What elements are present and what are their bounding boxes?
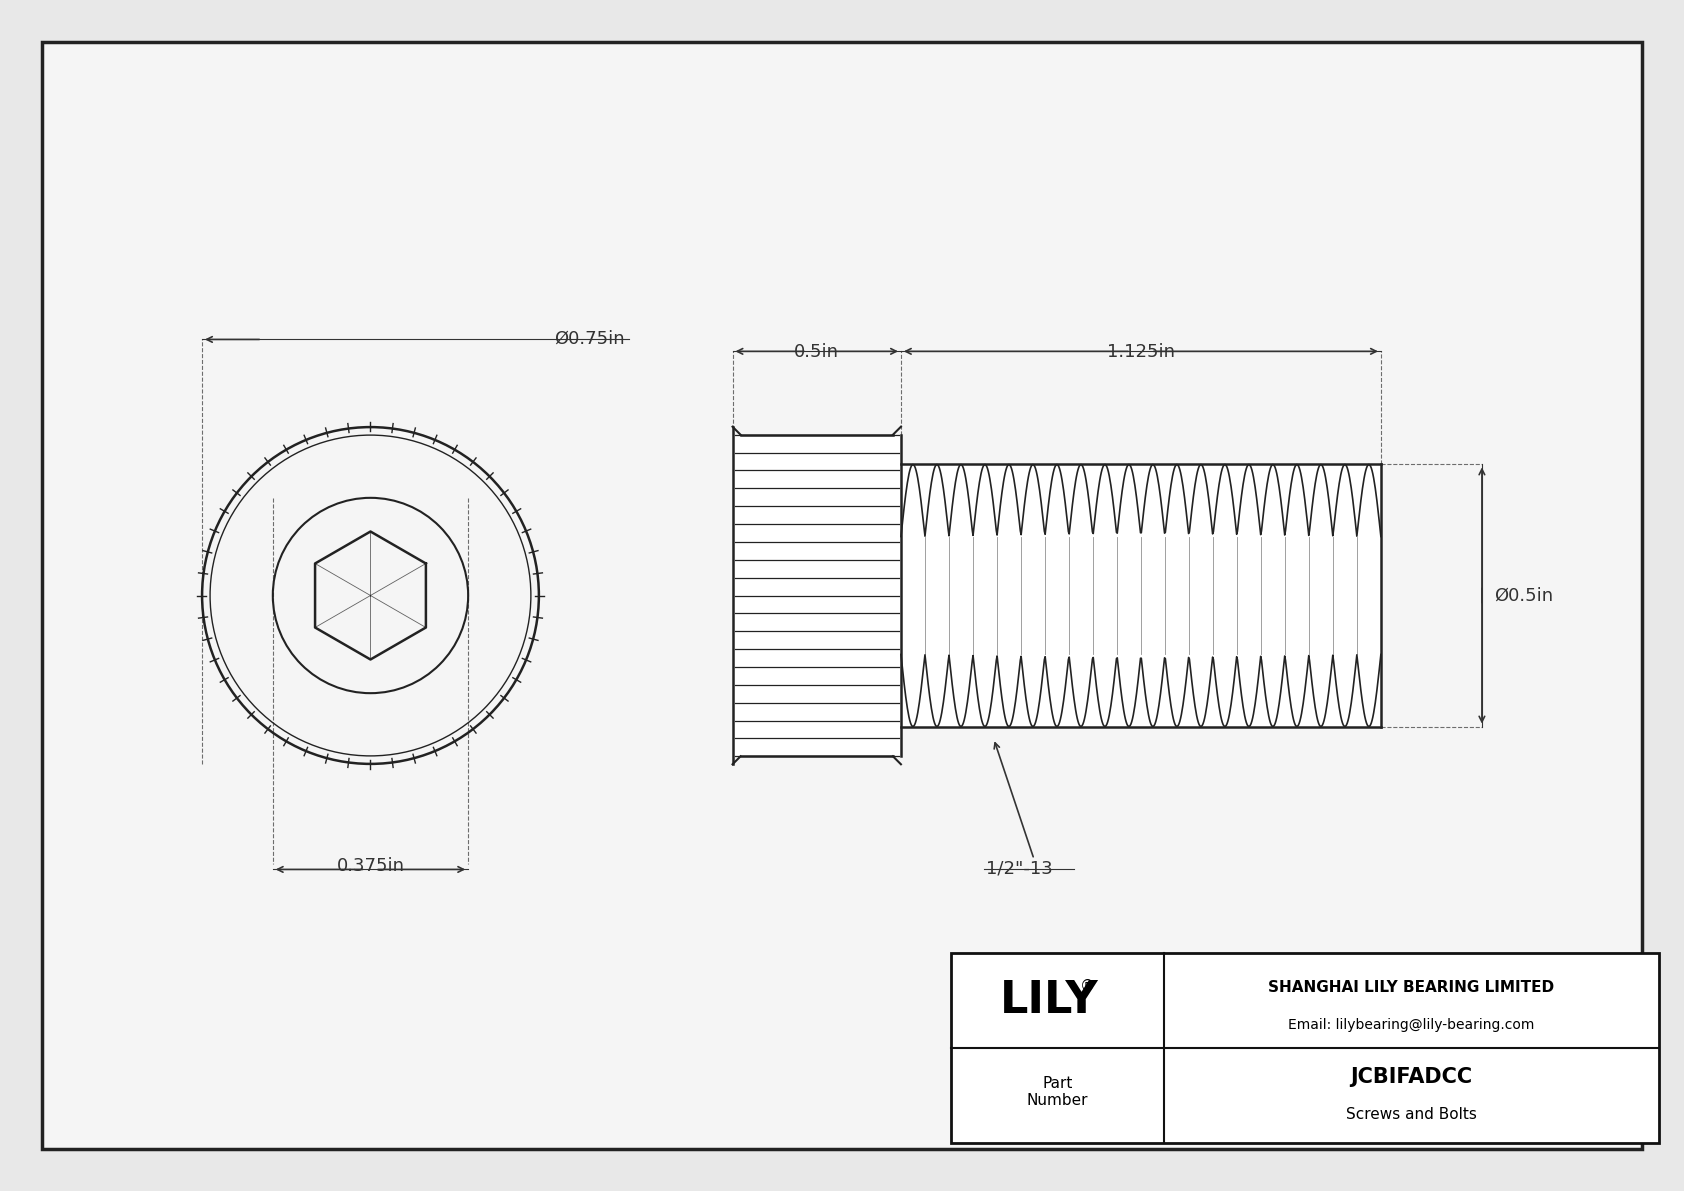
Text: Screws and Bolts: Screws and Bolts bbox=[1346, 1108, 1477, 1122]
Text: Ø0.75in: Ø0.75in bbox=[554, 330, 625, 348]
Text: 0.375in: 0.375in bbox=[337, 858, 404, 875]
Text: 1.125in: 1.125in bbox=[1106, 343, 1175, 361]
Text: 1/2"-13: 1/2"-13 bbox=[987, 860, 1052, 878]
Bar bbox=[951, 953, 1659, 1143]
Text: 0.5in: 0.5in bbox=[795, 343, 839, 361]
Text: JCBIFADCC: JCBIFADCC bbox=[1351, 1067, 1472, 1086]
Bar bbox=[901, 464, 1381, 727]
Bar bbox=[733, 435, 901, 756]
Ellipse shape bbox=[1228, 1066, 1256, 1084]
Text: Email: lilybearing@lily-bearing.com: Email: lilybearing@lily-bearing.com bbox=[1288, 1018, 1534, 1033]
Text: Part
Number: Part Number bbox=[1027, 1075, 1088, 1108]
Text: ®: ® bbox=[1079, 979, 1095, 994]
Text: LILY: LILY bbox=[1000, 979, 1100, 1022]
Ellipse shape bbox=[1201, 1049, 1283, 1100]
Bar bbox=[1280, 1059, 1391, 1090]
Text: Ø0.5in: Ø0.5in bbox=[1494, 586, 1553, 605]
Text: SHANGHAI LILY BEARING LIMITED: SHANGHAI LILY BEARING LIMITED bbox=[1268, 980, 1554, 994]
